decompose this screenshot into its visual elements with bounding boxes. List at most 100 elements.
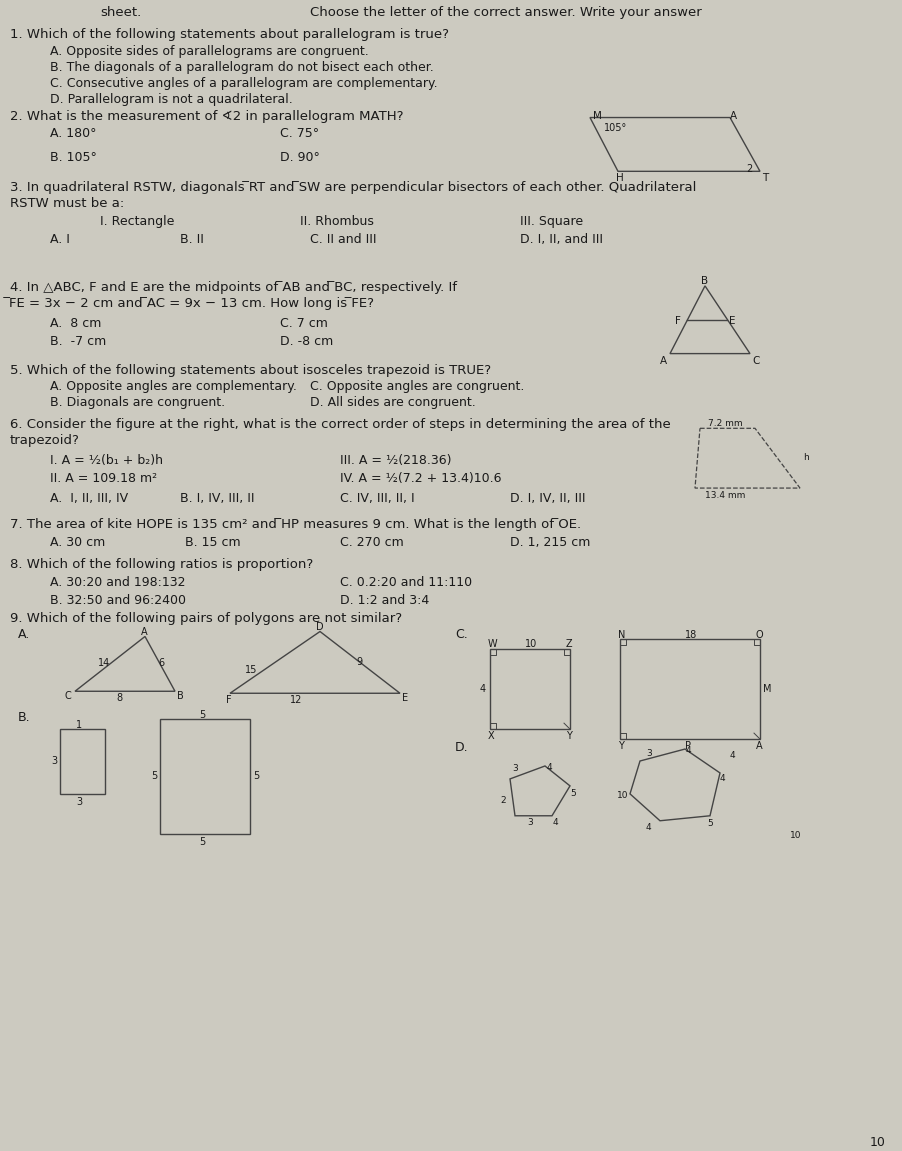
Text: III. Square: III. Square [520,215,583,228]
Text: C. 0.2:20 and 11:110: C. 0.2:20 and 11:110 [340,576,472,588]
Text: D. 90°: D. 90° [280,152,319,165]
Text: 3. In quadrilateral RSTW, diagonals ̅RT and ̅SW are perpendicular bisectors of e: 3. In quadrilateral RSTW, diagonals ̅RT … [10,182,695,195]
Text: 5: 5 [569,788,575,798]
Text: 1. Which of the following statements about parallelogram is true?: 1. Which of the following statements abo… [10,28,448,41]
Text: B. Diagonals are congruent.: B. Diagonals are congruent. [50,396,225,410]
Text: 4: 4 [719,773,725,783]
Text: D. All sides are congruent.: D. All sides are congruent. [309,396,475,410]
Text: 4: 4 [552,817,558,826]
Text: B. 15 cm: B. 15 cm [185,536,240,549]
Text: 3: 3 [511,764,517,773]
Text: 3: 3 [527,817,532,826]
Text: Y: Y [566,731,571,741]
Text: C: C [65,692,71,701]
Text: A.: A. [18,627,30,640]
Text: ̅FE = 3x − 2 cm and ̅AC = 9x − 13 cm. How long is ̅FE?: ̅FE = 3x − 2 cm and ̅AC = 9x − 13 cm. Ho… [10,297,374,310]
Text: 14: 14 [98,658,110,669]
Text: C. IV, III, II, I: C. IV, III, II, I [340,493,414,505]
Text: 7. The area of kite HOPE is 135 cm² and ̅HP measures 9 cm. What is the length of: 7. The area of kite HOPE is 135 cm² and … [10,518,581,531]
Text: O: O [755,630,763,640]
Text: 9. Which of the following pairs of polygons are not similar?: 9. Which of the following pairs of polyg… [10,611,401,625]
Text: 3: 3 [645,749,651,759]
Text: A. 180°: A. 180° [50,128,97,140]
Bar [490,649,569,729]
Text: A: A [659,356,667,366]
Text: II. Rhombus: II. Rhombus [299,215,373,228]
Text: I. Rectangle: I. Rectangle [100,215,174,228]
Text: Z: Z [566,640,572,649]
Text: A. 30 cm: A. 30 cm [50,536,106,549]
Text: C.: C. [455,627,467,640]
Text: B. I, IV, III, II: B. I, IV, III, II [179,493,254,505]
Text: C. 270 cm: C. 270 cm [340,536,403,549]
Text: F: F [226,695,232,706]
Text: Y: Y [617,741,623,752]
Text: 13.4 mm: 13.4 mm [704,491,744,500]
Text: E: E [401,693,408,703]
Text: E: E [728,315,735,326]
Text: D. I, II, and III: D. I, II, and III [520,234,603,246]
Text: D: D [316,622,323,632]
Text: 7.2 mm: 7.2 mm [707,419,741,428]
Text: B.  -7 cm: B. -7 cm [50,335,106,348]
Text: A: A [141,626,147,637]
Bar [620,640,759,739]
Text: 15: 15 [244,665,257,676]
Text: trapezoid?: trapezoid? [10,434,79,448]
Text: II. A = 109.18 m²: II. A = 109.18 m² [50,472,157,485]
Text: 5: 5 [198,710,205,721]
Text: A: A [729,110,736,121]
Text: IV. A = ½(7.2 + 13.4)10.6: IV. A = ½(7.2 + 13.4)10.6 [340,472,501,485]
Text: 10: 10 [524,640,537,649]
Text: H: H [615,174,623,183]
Text: RSTW must be a:: RSTW must be a: [10,197,124,211]
Text: 12: 12 [290,695,302,706]
Text: M: M [593,110,602,121]
Text: W: W [487,640,497,649]
Text: 5: 5 [253,771,259,782]
Text: D. Parallelogram is not a quadrilateral.: D. Parallelogram is not a quadrilateral. [50,92,292,106]
Text: 9: 9 [355,657,362,668]
Bar [60,729,105,794]
Text: B: B [700,276,707,285]
Text: B. The diagonals of a parallelogram do not bisect each other.: B. The diagonals of a parallelogram do n… [50,61,433,74]
Text: 4: 4 [547,763,552,772]
Text: C. Opposite angles are congruent.: C. Opposite angles are congruent. [309,381,524,394]
Text: 4: 4 [645,823,651,832]
Text: C: C [751,356,759,366]
Text: A.  8 cm: A. 8 cm [50,317,101,329]
Text: B: B [177,692,183,701]
Text: 105°: 105° [603,122,627,132]
Text: Choose the letter of the correct answer. Write your answer: Choose the letter of the correct answer.… [309,6,701,18]
Text: 3: 3 [51,756,57,767]
Text: 1: 1 [77,721,82,730]
Text: 4: 4 [480,685,485,694]
Text: 8: 8 [115,693,122,703]
Text: 2: 2 [745,165,751,174]
Text: 2: 2 [500,795,505,805]
Text: 5: 5 [706,818,712,828]
Text: D. 1:2 and 3:4: D. 1:2 and 3:4 [340,594,428,607]
Text: D. I, IV, II, III: D. I, IV, II, III [510,493,584,505]
Text: D. -8 cm: D. -8 cm [280,335,333,348]
Text: h: h [802,453,808,463]
Text: 10: 10 [616,791,628,800]
Text: 8. Which of the following ratios is proportion?: 8. Which of the following ratios is prop… [10,558,313,571]
Text: P: P [685,741,690,752]
Text: C. 75°: C. 75° [280,128,318,140]
Text: B. 32:50 and 96:2400: B. 32:50 and 96:2400 [50,594,186,607]
Text: 3: 3 [77,796,82,807]
Text: 6: 6 [158,658,164,669]
Text: A. Opposite sides of parallelograms are congruent.: A. Opposite sides of parallelograms are … [50,45,368,58]
Text: A. Opposite angles are complementary.: A. Opposite angles are complementary. [50,381,297,394]
Text: X: X [487,731,494,741]
Text: 5. Which of the following statements about isosceles trapezoid is TRUE?: 5. Which of the following statements abo… [10,364,491,376]
Bar [160,719,250,833]
Text: T: T [761,174,768,183]
Text: 18: 18 [685,630,696,640]
Text: sheet.: sheet. [100,6,141,18]
Text: 4: 4 [729,752,735,760]
Text: III. A = ½(218.36): III. A = ½(218.36) [340,455,451,467]
Text: N: N [617,630,625,640]
Text: 4: 4 [686,746,691,755]
